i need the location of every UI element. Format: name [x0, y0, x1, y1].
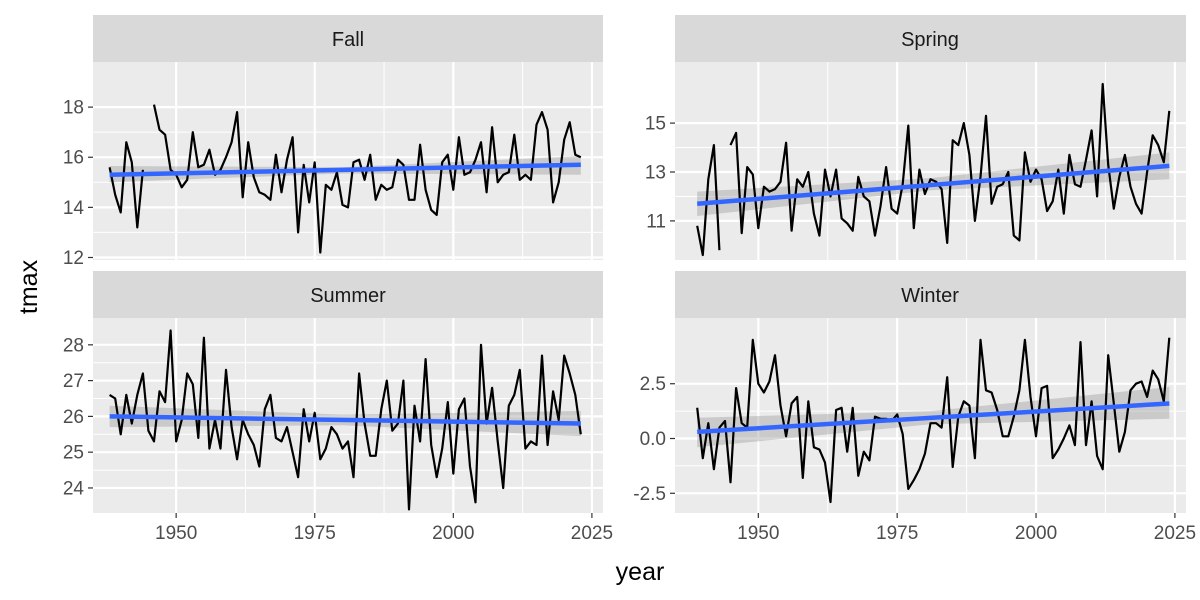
strip-label-summer: Summer: [310, 285, 386, 307]
x-tick-label: 2000: [1015, 523, 1057, 544]
panel-fall: Fall 12 14 16 18: [63, 15, 603, 269]
x-tick-label: 1950: [155, 523, 197, 544]
y-tick-label: 24: [63, 478, 85, 499]
panel-spring: Spring 11 13 15: [645, 15, 1186, 260]
strip-label-spring: Spring: [901, 29, 959, 51]
observed-line: [109, 329, 582, 511]
y-tick-label: 11: [646, 211, 666, 232]
strip-summer: [93, 271, 603, 318]
trend-line: [697, 401, 1170, 435]
x-tick-label: 1975: [876, 523, 918, 544]
grid-winter: [675, 318, 1186, 513]
x-axis-right: 1950 1975 2000 2025: [737, 513, 1196, 544]
x-axis-left: 1950 1975 2000 2025: [155, 513, 613, 544]
y-tick-label: 13: [645, 163, 666, 184]
x-axis-title: year: [616, 558, 665, 586]
plot-area-spring: [675, 62, 1186, 260]
x-tick-label: 1975: [294, 523, 336, 544]
y-axis-title: tmax: [15, 259, 43, 314]
y-tick-label: 15: [645, 114, 666, 135]
y-tick-label: 16: [63, 148, 84, 169]
y-axis-summer: 24 25 26 27 28: [63, 335, 93, 499]
series-spring: [696, 82, 1171, 257]
y-tick-label: 18: [63, 98, 84, 119]
trend-line: [697, 163, 1170, 207]
x-tick-label: 2025: [1154, 523, 1196, 544]
y-axis-fall: 12 14 16 18: [63, 98, 93, 269]
y-tick-label: 14: [63, 198, 85, 219]
trend-spring: [697, 163, 1170, 207]
trend-winter: [697, 401, 1170, 435]
panel-winter: Winter -2.5 0.0 2.5: [633, 271, 1186, 513]
y-tick-label: 12: [63, 248, 84, 269]
y-axis-spring: 11 13 15: [645, 114, 675, 232]
observed-line: [696, 82, 1171, 257]
panel-summer: Summer 24 25 26 27 28: [63, 271, 603, 513]
strip-spring: [675, 15, 1186, 62]
series-summer: [109, 329, 582, 511]
y-tick-label: 27: [63, 371, 84, 392]
x-tick-label: 1950: [737, 523, 779, 544]
x-tick-label: 2025: [571, 523, 613, 544]
trend-summer: [109, 414, 581, 426]
y-tick-label: 2.5: [640, 374, 666, 395]
y-tick-label: 26: [63, 407, 84, 428]
y-tick-label: 0.0: [640, 429, 666, 450]
trend-line: [109, 162, 581, 178]
y-tick-label: 28: [63, 335, 84, 356]
trend-line: [109, 414, 581, 426]
y-tick-label: 25: [63, 443, 84, 464]
y-tick-label: -2.5: [633, 484, 666, 505]
strip-label-fall: Fall: [332, 29, 364, 51]
strip-label-winter: Winter: [901, 285, 959, 307]
strip-winter: [675, 271, 1186, 318]
x-tick-label: 2000: [432, 523, 474, 544]
trend-fall: [109, 162, 581, 178]
plot-area-winter: [675, 318, 1186, 513]
y-axis-winter: -2.5 0.0 2.5: [633, 374, 675, 505]
strip-fall: [93, 15, 603, 62]
